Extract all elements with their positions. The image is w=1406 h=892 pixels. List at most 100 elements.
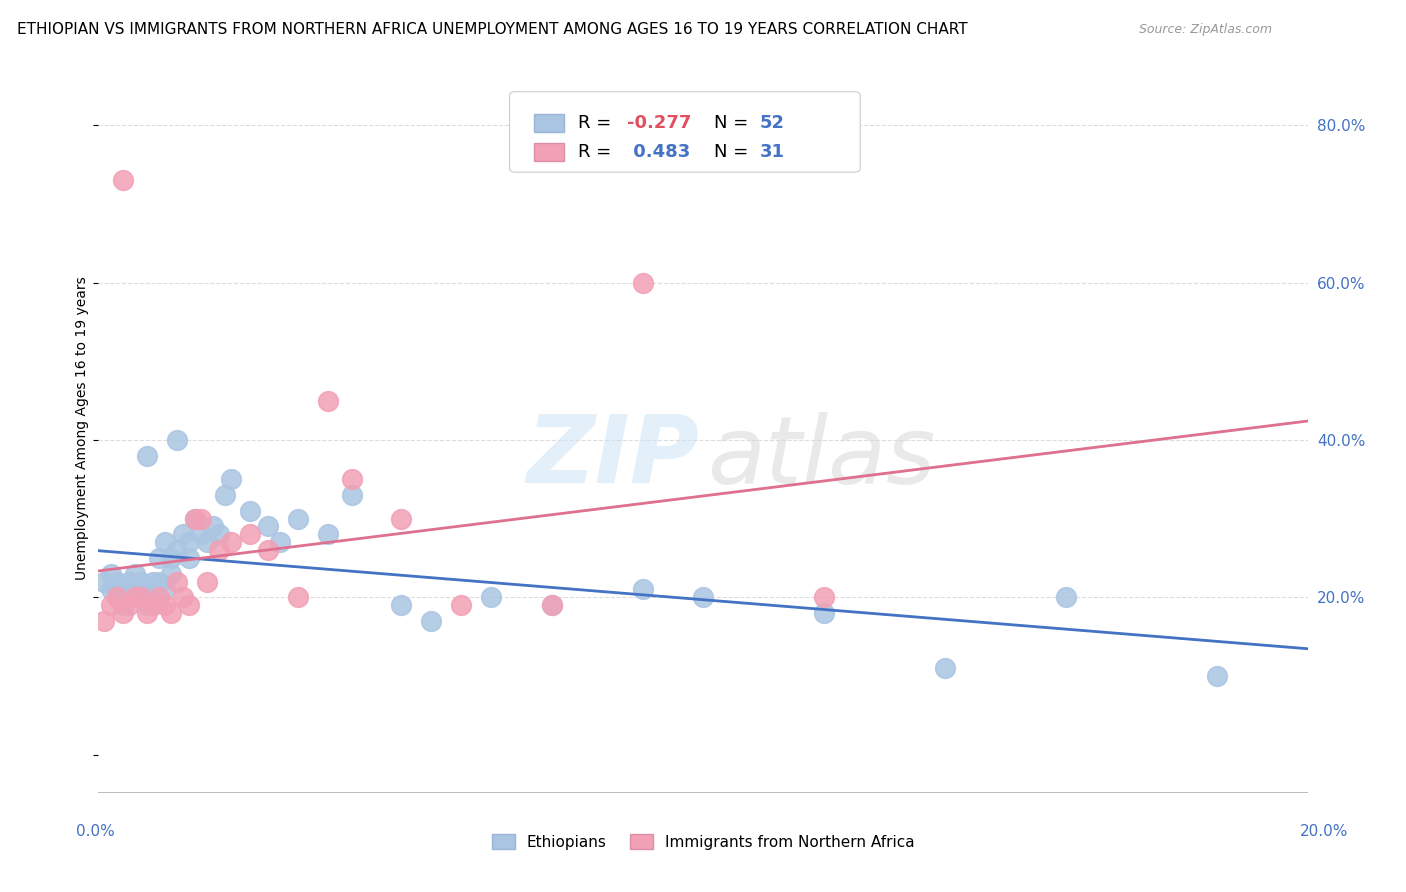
Point [692,591,714,605]
Point [111,598,134,612]
Point [111,606,134,620]
Point [316,393,339,408]
Point [287,511,309,525]
Text: R =: R = [578,114,617,132]
Point [316,527,339,541]
Point [124,591,146,605]
Point [153,582,176,597]
Point [166,433,188,447]
Point [142,598,165,612]
Point [1054,591,1077,605]
FancyBboxPatch shape [509,92,860,172]
Point [172,591,194,605]
Point [195,574,218,589]
Y-axis label: Unemployment Among Ages 16 to 19 years: Unemployment Among Ages 16 to 19 years [76,277,90,580]
Point [540,598,562,612]
Text: 31: 31 [759,143,785,161]
Point [256,543,278,558]
Point [184,511,207,525]
Point [129,574,152,589]
Point [148,550,170,565]
Point [190,511,212,525]
Point [450,598,472,612]
Point [389,598,412,612]
Point [100,598,122,612]
Point [1206,669,1229,683]
Point [100,566,122,581]
Point [221,472,243,486]
Point [166,543,188,558]
Point [160,550,183,565]
Point [160,566,183,581]
Point [118,591,141,605]
Point [118,598,141,612]
Point [202,519,225,533]
Point [153,535,176,549]
Text: atlas: atlas [707,412,935,503]
Point [93,614,115,628]
Point [129,591,152,605]
Point [269,535,291,549]
Point [813,606,835,620]
Text: ETHIOPIAN VS IMMIGRANTS FROM NORTHERN AFRICA UNEMPLOYMENT AMONG AGES 16 TO 19 YE: ETHIOPIAN VS IMMIGRANTS FROM NORTHERN AF… [17,22,967,37]
Text: 20.0%: 20.0% [1301,824,1348,838]
Text: ZIP: ZIP [526,411,699,503]
Point [100,582,122,597]
Point [195,535,218,549]
Point [190,527,212,541]
Point [221,535,243,549]
Point [179,598,201,612]
Text: N =: N = [714,143,754,161]
Point [631,276,654,290]
Point [124,566,146,581]
Point [142,574,165,589]
Point [179,550,201,565]
Point [135,606,157,620]
Point [208,543,231,558]
Point [256,519,278,533]
Point [179,535,201,549]
Point [153,598,176,612]
Point [105,574,128,589]
Point [148,574,170,589]
Text: -0.277: -0.277 [627,114,692,132]
Point [111,173,134,187]
Text: 52: 52 [759,114,785,132]
Point [105,591,128,605]
Point [631,582,654,597]
Point [129,591,152,605]
Point [389,511,412,525]
Point [540,598,562,612]
Point [934,661,956,675]
Point [481,591,503,605]
Text: Source: ZipAtlas.com: Source: ZipAtlas.com [1139,23,1272,36]
Text: N =: N = [714,114,754,132]
Point [420,614,443,628]
Legend: Ethiopians, Immigrants from Northern Africa: Ethiopians, Immigrants from Northern Afr… [485,828,921,855]
Point [142,591,165,605]
Point [135,582,157,597]
Point [93,574,115,589]
Bar [534,143,564,161]
Point [239,527,262,541]
Point [166,574,188,589]
Point [148,591,170,605]
Point [172,527,194,541]
Point [135,449,157,463]
Point [135,598,157,612]
Text: R =: R = [578,143,617,161]
Point [214,488,236,502]
Bar [534,113,564,132]
Point [111,582,134,597]
Point [160,606,183,620]
Point [342,472,364,486]
Point [342,488,364,502]
Point [118,574,141,589]
Text: 0.0%: 0.0% [76,824,115,838]
Point [184,511,207,525]
Point [208,527,231,541]
Point [239,504,262,518]
Point [124,582,146,597]
Text: 0.483: 0.483 [627,143,690,161]
Point [813,591,835,605]
